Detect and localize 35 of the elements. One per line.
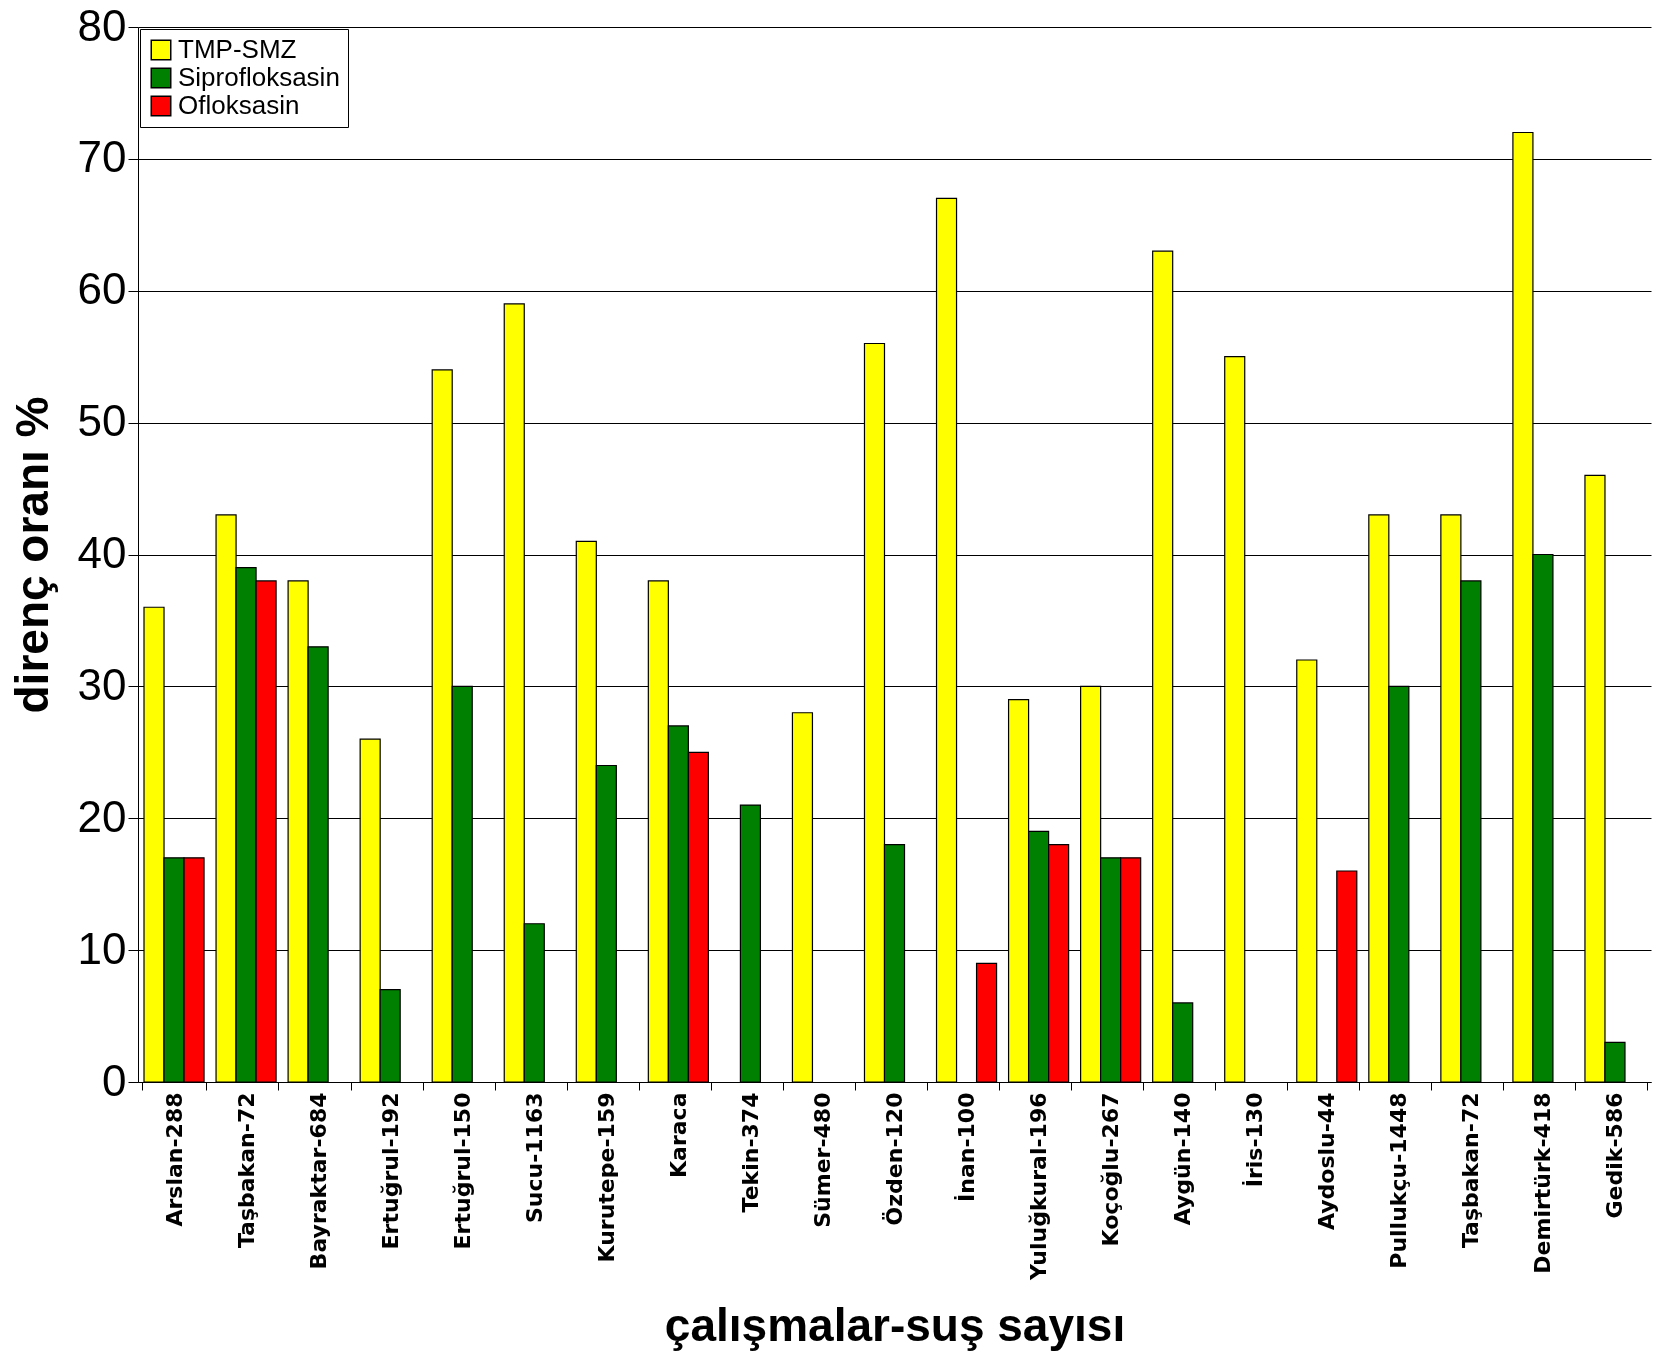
x-tick-label: Özden-120 — [882, 1092, 907, 1226]
x-tick-label: İnan-100 — [954, 1092, 980, 1202]
y-tick-label: 30 — [77, 659, 127, 709]
x-tick-label: Arslan-288 — [161, 1092, 187, 1227]
y-tick-label: 0 — [102, 1055, 127, 1105]
legend-label: TMP-SMZ — [178, 34, 297, 64]
y-tick-label: 50 — [77, 396, 127, 446]
x-tick-label: Aygün-140 — [1170, 1092, 1196, 1226]
x-tick-label: Karaca — [665, 1092, 691, 1178]
y-tick-label: 40 — [77, 528, 127, 577]
x-tick-label: Gedik-586 — [1602, 1092, 1628, 1219]
x-tick-label: Koçoğlu-267 — [1098, 1092, 1124, 1247]
legend-label: Siprofloksasin — [178, 62, 340, 92]
x-tick-label: Yuluğkural-196 — [1026, 1092, 1052, 1282]
x-tick-label: Aydoslu-44 — [1314, 1092, 1340, 1230]
y-axis-title: direnç oranı % — [5, 396, 58, 714]
x-tick-label: Kurutepe-159 — [593, 1092, 619, 1263]
y-tick-label: 80 — [77, 0, 127, 50]
y-tick-label: 60 — [77, 264, 127, 314]
x-tick-label: İris-130 — [1242, 1092, 1268, 1188]
y-tick-label: 20 — [77, 791, 127, 841]
x-tick-label: Sümer-480 — [809, 1092, 835, 1228]
x-axis-title: çalışmalar-suş sayısı — [664, 1299, 1126, 1352]
x-tick-label: Bayraktar-684 — [305, 1092, 331, 1270]
x-tick-label: Ertuğrul-192 — [377, 1092, 403, 1250]
y-tick-label: 10 — [77, 923, 127, 973]
x-tick-label: Tekin-374 — [737, 1092, 763, 1213]
x-tick-label: Pullukçu-1448 — [1386, 1092, 1412, 1269]
x-tick-label: Ertuğrul-150 — [449, 1092, 475, 1250]
x-tick-label: Taşbakan-72 — [1458, 1092, 1484, 1249]
x-tick-label: Sucu-1163 — [521, 1092, 547, 1224]
legend-label: Ofloksasin — [178, 90, 300, 120]
x-tick-label: Taşbakan-72 — [233, 1092, 259, 1249]
x-tick-label: Demirtürk-418 — [1530, 1092, 1556, 1274]
y-tick-label: 70 — [77, 132, 127, 182]
